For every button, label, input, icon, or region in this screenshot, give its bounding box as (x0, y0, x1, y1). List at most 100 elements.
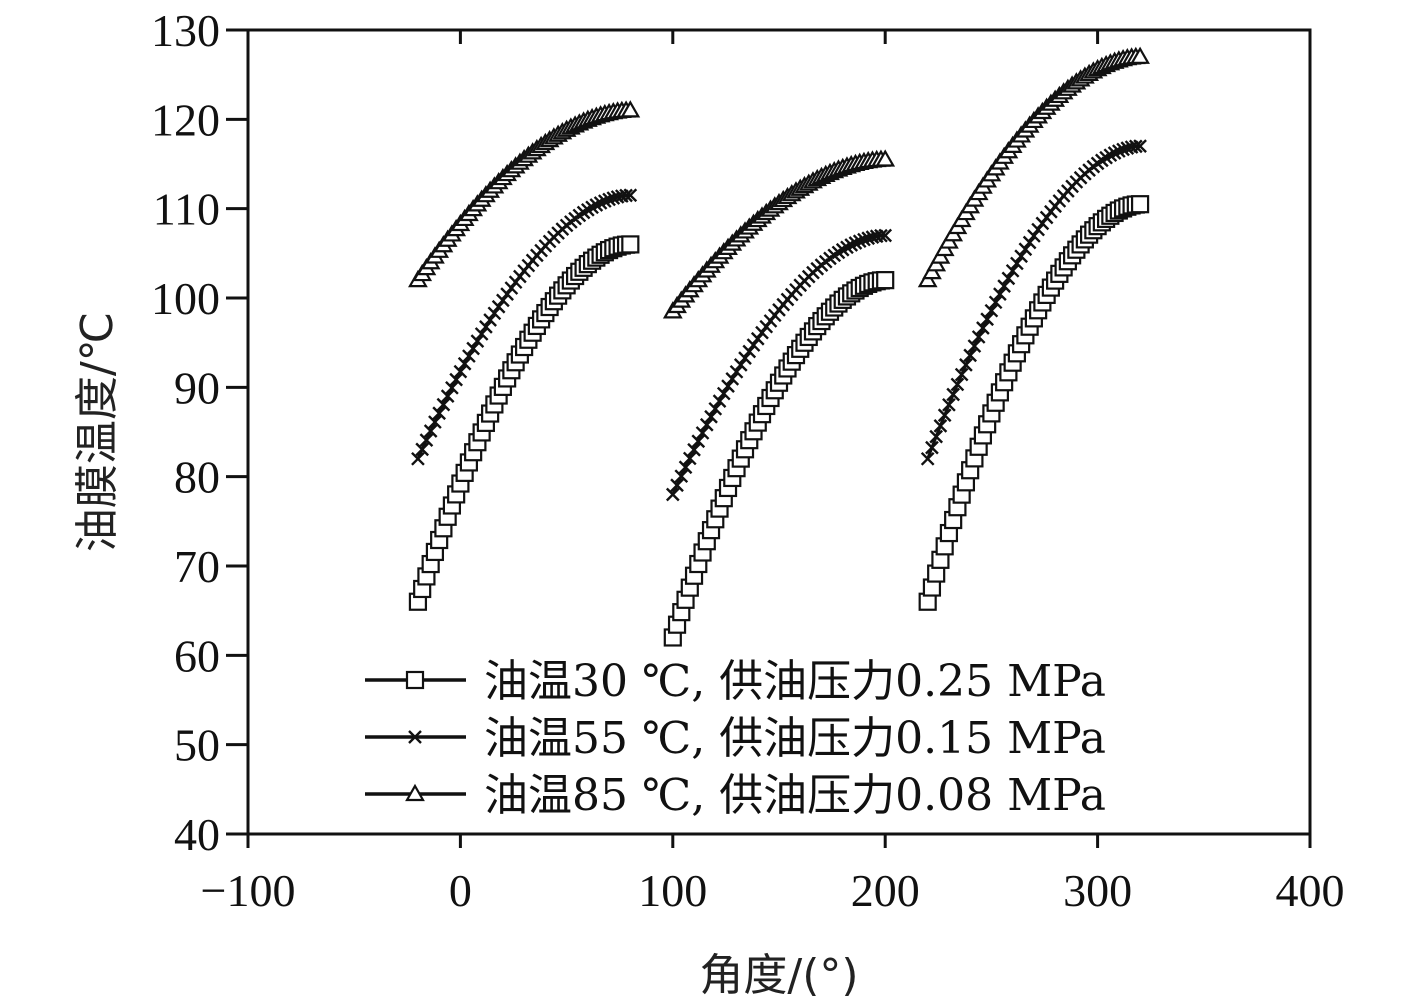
x-marker (1111, 144, 1126, 158)
x-tick-label: 0 (449, 865, 472, 916)
x-marker (993, 287, 1007, 301)
x-marker (462, 349, 476, 363)
x-marker (619, 188, 633, 203)
x-marker (874, 228, 888, 243)
x-tick-label: −100 (201, 865, 296, 916)
x-marker (419, 433, 434, 447)
x-marker (925, 440, 939, 455)
x-marker (963, 348, 978, 363)
square-marker (1130, 195, 1150, 214)
x-marker (466, 341, 480, 356)
x-marker (1005, 263, 1020, 278)
x-marker (408, 730, 422, 744)
x-marker (496, 293, 510, 308)
y-tick-label: 80 (174, 452, 220, 503)
x-marker (699, 417, 714, 432)
x-marker (597, 194, 612, 208)
x-marker (852, 234, 867, 249)
x-marker (742, 344, 757, 359)
x-marker (959, 358, 973, 372)
x-marker (980, 312, 995, 327)
x-marker (1014, 249, 1028, 264)
x-marker (712, 394, 727, 408)
y-tick-label: 50 (174, 720, 220, 771)
x-marker (483, 313, 497, 327)
x-marker (449, 372, 464, 387)
series-group (408, 46, 1150, 647)
x-marker (933, 418, 948, 433)
x-marker (445, 380, 459, 395)
legend-entry: 油温55 ℃, 供油压力0.15 MPa (484, 713, 1106, 764)
x-marker (946, 387, 961, 402)
x-marker (750, 331, 765, 346)
x-marker (623, 188, 638, 203)
square-marker (405, 670, 425, 690)
y-axis-label: 油膜温度/℃ (72, 312, 123, 552)
x-marker (695, 426, 710, 440)
x-marker (716, 386, 731, 401)
plot-frame (246, 28, 1312, 836)
triangle-marker (620, 100, 641, 118)
x-marker (436, 397, 451, 412)
x-marker (984, 303, 999, 318)
series-line (416, 242, 631, 603)
x-marker (687, 442, 701, 457)
axis-ticks: −100 0 100 200 300 400 40 50 60 70 80 90 100 110 120 13… (151, 5, 1345, 916)
x-marker (670, 478, 684, 493)
series-square (408, 195, 1150, 647)
x-marker (1010, 256, 1024, 271)
x-marker (674, 469, 689, 484)
x-marker (729, 364, 744, 379)
x-marker (1018, 242, 1033, 257)
series-triangle (408, 46, 1150, 319)
x-marker (487, 306, 502, 321)
x-marker (976, 321, 990, 335)
x-marker (1035, 216, 1050, 231)
x-marker (920, 451, 935, 466)
x-marker (929, 429, 944, 444)
x-marker (500, 287, 514, 301)
legend-entry: 油温85 ℃, 供油压力0.08 MPa (484, 770, 1106, 821)
x-marker (423, 424, 438, 438)
x-marker (848, 236, 863, 250)
x-marker (942, 397, 956, 412)
square-marker (621, 235, 640, 254)
x-marker (708, 401, 723, 416)
x-marker (1128, 139, 1143, 154)
x-marker (491, 299, 506, 314)
x-marker (1107, 146, 1122, 160)
square-marker (876, 271, 895, 290)
x-marker (602, 192, 616, 207)
x-marker (988, 295, 1003, 310)
x-marker (738, 351, 752, 365)
x-marker (971, 330, 986, 344)
x-marker (474, 327, 489, 341)
x-marker (415, 442, 430, 457)
x-marker (857, 232, 871, 247)
x-marker (1031, 222, 1045, 237)
x-tick-label: 300 (1063, 865, 1132, 916)
y-tick-label: 120 (151, 94, 220, 145)
x-marker (479, 320, 493, 334)
x-marker (1027, 229, 1041, 243)
x-tick-label: 100 (638, 865, 707, 916)
x-marker (1116, 142, 1130, 157)
x-marker (704, 409, 718, 424)
x-marker (721, 379, 735, 393)
x-marker (733, 358, 748, 372)
x-marker (1001, 271, 1016, 286)
x-marker (593, 196, 608, 210)
x-marker (755, 325, 769, 340)
x-marker (1133, 139, 1147, 153)
y-tick-label: 130 (151, 5, 220, 56)
x-tick-label: 200 (851, 865, 920, 916)
legend: 油温30 ℃, 供油压力0.25 MPa 油温55 ℃, 供油压力0.15 MPa… (365, 656, 1106, 821)
series-line (926, 202, 1141, 603)
x-marker (665, 487, 680, 502)
x-marker (453, 364, 468, 379)
x-tick-label: 400 (1276, 865, 1345, 916)
x-marker (457, 356, 472, 371)
triangle-marker (405, 783, 425, 802)
x-marker (997, 279, 1011, 294)
